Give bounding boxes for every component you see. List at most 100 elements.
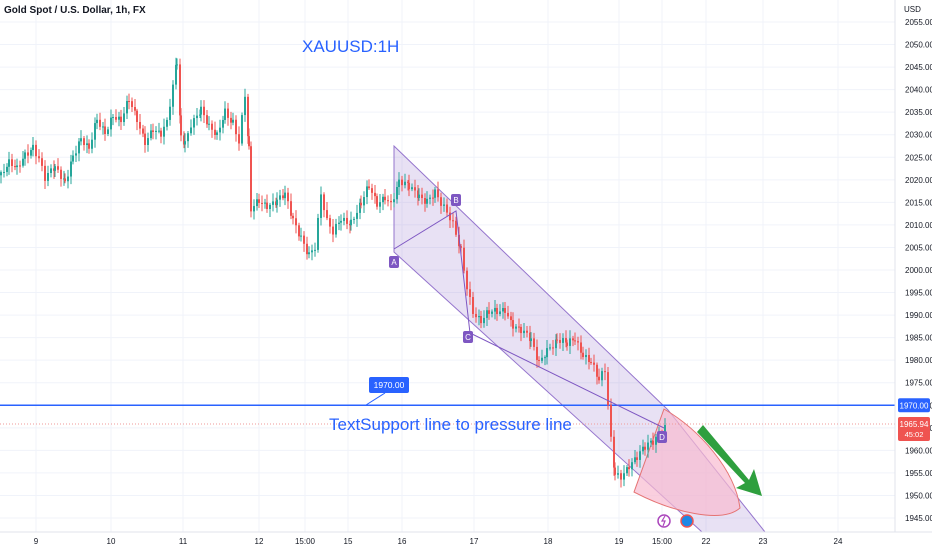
candle-body xyxy=(363,197,365,206)
candle-body xyxy=(631,462,633,470)
time-axis[interactable]: 9 10 11 12 15:00 15 16 17 18 19 15:00 22 23 24 xyxy=(34,537,843,546)
candle-body xyxy=(227,108,229,118)
candle-body xyxy=(463,247,465,271)
candle-body xyxy=(41,158,43,166)
candle-body xyxy=(515,326,517,329)
price-tick-label: 2050.00 xyxy=(905,41,932,50)
candle-body xyxy=(469,289,471,298)
level-callout-box xyxy=(369,377,409,393)
price-tick-label: 2055.00 xyxy=(905,18,932,27)
candle-body xyxy=(346,217,348,224)
candle-body xyxy=(549,347,551,349)
candle-body xyxy=(601,371,603,381)
candle-body xyxy=(343,217,345,221)
candle-body xyxy=(546,348,548,358)
candle-body xyxy=(47,173,49,181)
candle-body xyxy=(128,101,130,103)
pattern-point-marker xyxy=(463,331,473,343)
candle-body xyxy=(235,119,237,135)
candle-body xyxy=(247,96,249,137)
price-tick-label: 2010.00 xyxy=(905,221,932,230)
candle-body xyxy=(32,144,34,151)
candle-body xyxy=(335,223,337,235)
candle-body xyxy=(421,194,423,199)
candle-body xyxy=(340,220,342,223)
candle-body xyxy=(574,340,576,342)
candle-body xyxy=(504,308,506,313)
candle-body xyxy=(83,138,85,146)
candle-body xyxy=(14,166,16,168)
candle-body xyxy=(647,442,649,450)
candle-body xyxy=(418,194,420,198)
candle-body xyxy=(623,473,625,480)
candle-body xyxy=(287,192,289,202)
candle-body xyxy=(115,117,117,120)
candle-body xyxy=(604,371,606,373)
candle-body xyxy=(193,118,195,128)
time-tick-label: 11 xyxy=(179,537,188,546)
candle-body xyxy=(417,190,419,198)
candle-body xyxy=(64,178,66,182)
candle-body xyxy=(158,130,160,132)
candle-body xyxy=(230,117,232,123)
down-arrow-icon xyxy=(697,425,762,496)
candle-body xyxy=(169,106,171,120)
candle-body xyxy=(396,187,398,200)
candle-body xyxy=(38,156,40,159)
candle-body xyxy=(241,115,243,144)
candle-body xyxy=(269,204,271,210)
candle-body xyxy=(290,201,292,216)
candle-body xyxy=(3,171,5,173)
candle-body xyxy=(494,307,496,312)
candles xyxy=(0,57,666,488)
candle-body xyxy=(556,339,558,341)
candle-body xyxy=(190,127,192,134)
time-tick-label: 10 xyxy=(107,537,116,546)
candle-body xyxy=(216,132,218,135)
candle-body xyxy=(614,467,616,475)
candle-body xyxy=(562,338,564,343)
candle-body xyxy=(142,128,144,134)
candle-body xyxy=(264,202,266,204)
time-tick-label: 15:00 xyxy=(295,537,316,546)
candle-body xyxy=(326,210,328,219)
candle-body xyxy=(626,467,628,474)
level-price-tag-text: 1970.00 xyxy=(900,401,929,410)
candle-body xyxy=(150,130,152,139)
candle-body xyxy=(19,165,21,167)
candle-body xyxy=(253,206,255,212)
candle-body xyxy=(460,246,462,248)
candle-body xyxy=(593,362,595,365)
candle-body xyxy=(70,161,72,177)
candle-body xyxy=(303,235,305,244)
candle-body xyxy=(393,199,395,203)
drawing-overlays xyxy=(0,144,895,533)
candle-body xyxy=(429,197,431,199)
candle-body xyxy=(488,310,490,314)
candle-body xyxy=(491,311,493,314)
candle-body xyxy=(184,141,186,145)
symbol-label[interactable]: Gold Spot / U.S. Dollar, 1h, FX xyxy=(4,5,146,16)
candle-body xyxy=(107,129,109,135)
time-tick-label: 16 xyxy=(398,537,407,546)
candle-body xyxy=(414,187,416,191)
candle-body xyxy=(455,220,457,235)
pattern-point-marker xyxy=(389,256,399,268)
candle-body xyxy=(408,182,410,190)
candle-body xyxy=(112,117,114,119)
candle-body xyxy=(424,198,426,204)
candle-body xyxy=(523,330,525,334)
price-axis[interactable]: 1945.001950.001955.001960.001965.001970.… xyxy=(905,18,932,523)
candle-body xyxy=(203,106,205,116)
pattern-point-marker xyxy=(657,431,667,443)
candle-body xyxy=(6,166,8,172)
candle-body xyxy=(426,198,428,204)
candle-body xyxy=(160,130,162,137)
candle-body xyxy=(555,339,557,349)
candle-body xyxy=(588,354,590,363)
candle-body xyxy=(163,126,165,137)
level-callout-pointer xyxy=(365,392,386,406)
candle-body xyxy=(80,138,82,142)
candle-body xyxy=(292,215,294,219)
